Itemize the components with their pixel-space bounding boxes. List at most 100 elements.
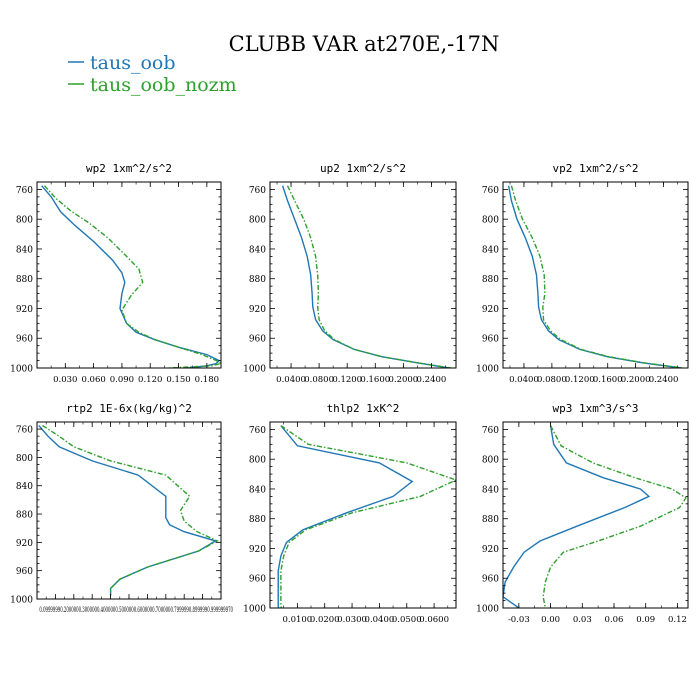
- x-tick-label: 0.1200: [332, 375, 362, 385]
- subplot-title: wp3 1xm^3/s^3: [552, 402, 638, 415]
- subplot-5: thlp2 1xK^276080084088092096010000.01000…: [243, 402, 457, 625]
- x-tick-label: 0.0400: [276, 375, 306, 385]
- y-tick-label: 840: [16, 482, 33, 492]
- x-tick-label: 0.0200: [310, 615, 340, 625]
- subplot-grid: wp2 1xm^2/s^276080084088092096010000.030…: [10, 162, 689, 625]
- y-tick-label: 800: [249, 216, 266, 226]
- series-line-taus-oob: [507, 185, 682, 368]
- subplot-3: vp2 1xm^2/s^2 760 800 840 880 920 960 1000 0.040…: [476, 162, 689, 385]
- y-tick-label: 960: [249, 575, 266, 585]
- x-tick-label: 0.1200: [565, 375, 595, 385]
- y-tick-label: 920: [482, 305, 499, 315]
- x-tick-label: 0.030: [53, 375, 77, 385]
- series-line-taus-oob: [277, 425, 414, 608]
- y-tick-label: 880: [249, 515, 266, 525]
- subplot-title: vp2 1xm^2/s^2: [552, 162, 638, 175]
- subplot-6: wp3 1xm^3/s^3 760 800 840 880 920 960 1000 -0.03…: [476, 402, 689, 625]
- y-tick-label: 920: [249, 305, 266, 315]
- subplot-title: up2 1xm^2/s^2: [320, 162, 406, 175]
- y-tick-label: 880: [249, 275, 266, 285]
- x-tick-label: 0.150: [166, 375, 190, 385]
- x-tick-label: 0.2000: [388, 375, 418, 385]
- plot-frame: [269, 421, 457, 609]
- y-tick-label: 760: [16, 426, 33, 436]
- y-tick-label: 1000: [243, 605, 266, 615]
- subplot-1: wp2 1xm^2/s^2 760 800 840 880 920 960 1000 0.030…: [10, 162, 222, 385]
- x-tick-label: 0.0400: [365, 615, 395, 625]
- x-tick-label: 0.060: [81, 375, 105, 385]
- y-tick-label: 880: [16, 275, 33, 285]
- y-tick-label: 800: [249, 456, 266, 466]
- y-tick-label: 1000: [476, 605, 499, 615]
- subplot-title: rtp2 1E-6x(kg/kg)^2: [66, 402, 192, 415]
- plot-frame: [502, 181, 689, 369]
- y-tick-label: 960: [482, 575, 499, 585]
- x-tick-label: 0.2000: [621, 375, 651, 385]
- legend: taus_oob taus_oob_nozm: [68, 52, 237, 96]
- x-tick-label: 0.03: [573, 615, 592, 625]
- x-tick-labels: 0.09999990.2000000.3000000.4000000.50000…: [39, 605, 233, 614]
- series-line-taus-oob-nozm: [510, 185, 684, 368]
- y-tick-label: 960: [16, 335, 33, 345]
- y-tick-label: 760: [16, 186, 33, 196]
- y-tick-label: 840: [249, 485, 266, 495]
- plot-frame: [36, 181, 222, 369]
- series-line-taus-oob-nozm: [280, 425, 456, 608]
- y-tick-label: 760: [249, 426, 266, 436]
- x-tick-label: 0.06: [605, 615, 624, 625]
- subplot-title: thlp2 1xK^2: [327, 402, 400, 415]
- x-tick-label: 0.180: [195, 375, 219, 385]
- x-tick-label: 0.120: [138, 375, 162, 385]
- x-tick-label: 0.0800: [304, 375, 334, 385]
- y-tick-label: 840: [16, 245, 33, 255]
- y-tick-label: 840: [249, 245, 266, 255]
- subplot-title: wp2 1xm^2/s^2: [86, 162, 172, 175]
- plot-frame: [502, 421, 689, 609]
- x-tick-label: 0.0100: [282, 615, 312, 625]
- y-tick-label: 800: [16, 216, 33, 226]
- x-tick-label: 0.0800: [537, 375, 567, 385]
- y-tick-label: 1000: [10, 596, 33, 606]
- y-tick-label: 960: [16, 567, 33, 577]
- y-tick-label: 880: [482, 275, 499, 285]
- y-tick-label: 800: [482, 456, 499, 466]
- series-line-taus-oob-nozm: [43, 185, 221, 368]
- series-line-taus-oob: [41, 185, 221, 368]
- x-tick-label: 0.0600: [419, 615, 449, 625]
- y-tick-label: 1000: [10, 365, 33, 375]
- y-tick-label: 960: [482, 335, 499, 345]
- x-tick-label: 0.00: [541, 615, 560, 625]
- y-tick-label: 840: [482, 245, 499, 255]
- series-line-taus-oob-nozm: [286, 185, 452, 368]
- x-tick-label: 0.1600: [593, 375, 623, 385]
- y-tick-label: 760: [249, 186, 266, 196]
- series-line-taus-oob-nozm: [542, 425, 687, 608]
- x-tick-label: 0.0400: [509, 375, 539, 385]
- y-tick-label: 1000: [476, 365, 499, 375]
- y-tick-label: 920: [249, 545, 266, 555]
- series-line-taus-oob-nozm: [42, 424, 219, 596]
- x-tick-label: 0.090: [110, 375, 134, 385]
- subplot-2: up2 1xm^2/s^2 760 800 840 880 920 960 1000 0.040…: [243, 162, 457, 385]
- y-tick-label: 760: [482, 186, 499, 196]
- y-tick-label: 880: [16, 511, 33, 521]
- y-tick-label: 960: [249, 335, 266, 345]
- y-tick-label: 920: [16, 305, 33, 315]
- y-tick-label: 880: [482, 515, 499, 525]
- y-tick-label: 800: [482, 216, 499, 226]
- y-tick-label: 800: [16, 454, 33, 464]
- x-tick-label: 0.12: [668, 615, 687, 625]
- plot-frame: [269, 181, 457, 369]
- x-tick-label: 0.2400: [649, 375, 679, 385]
- subplot-4: rtp2 1E-6x(kg/kg)^2 760 800 840 880 920 960 100…: [10, 402, 233, 614]
- x-tick-label: 0.2400: [417, 375, 447, 385]
- y-tick-label: 920: [482, 545, 499, 555]
- y-tick-label: 760: [482, 426, 499, 436]
- series-line-taus-oob: [503, 425, 651, 608]
- y-tick-label: 840: [482, 485, 499, 495]
- series-line-taus-oob: [38, 425, 218, 596]
- series-line-taus-oob: [281, 185, 450, 368]
- x-tick-label: -0.03: [508, 615, 530, 625]
- legend-label-taus-oob-nozm: taus_oob_nozm: [90, 74, 237, 96]
